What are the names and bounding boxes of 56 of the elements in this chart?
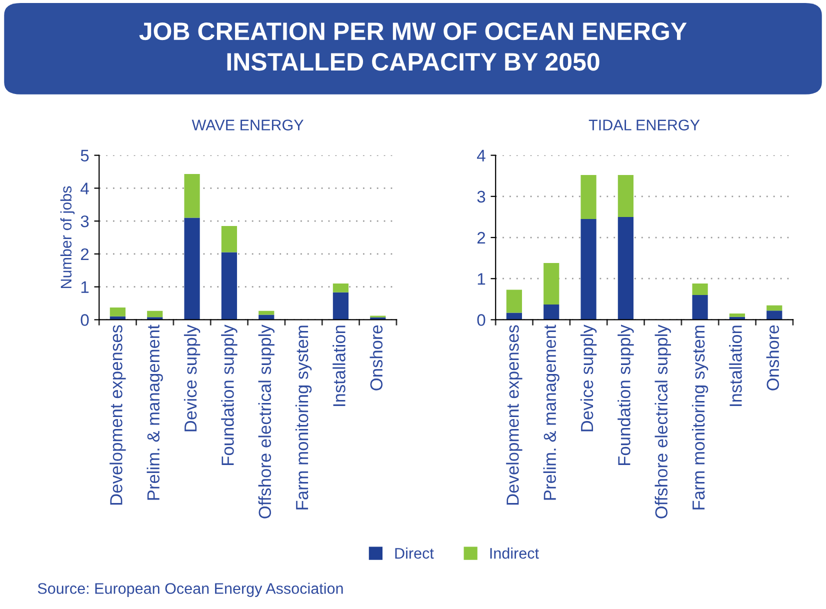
bar xyxy=(110,308,126,316)
y-tick-label: 2 xyxy=(80,248,89,260)
x-tick-label: Installation xyxy=(729,326,742,406)
bar xyxy=(184,174,200,218)
legend-label: Indirect xyxy=(490,548,539,559)
y-tick-label: 5 xyxy=(80,150,89,162)
bar xyxy=(332,284,349,292)
bar xyxy=(147,310,163,318)
bar xyxy=(221,252,238,320)
chart-title: JOB CREATION PER MW OF OCEAN ENERGY INSTALLED CAPACITY BY 2050 xyxy=(139,22,687,71)
y-tick-label: 4 xyxy=(80,182,89,194)
y-tick-label: 1 xyxy=(478,273,486,285)
bar xyxy=(692,284,708,296)
x-tick-label: Development expenses xyxy=(110,325,126,505)
bar xyxy=(766,305,782,311)
y-tick-label: 0 xyxy=(477,314,486,326)
chart-subtitle: TIDAL ENERGY xyxy=(588,120,700,130)
bar xyxy=(692,295,708,320)
x-tick-label: Offshore electrical supply xyxy=(654,324,671,518)
y-tick-label: 0 xyxy=(80,314,89,326)
y-tick-label: 3 xyxy=(80,215,89,228)
bar xyxy=(506,290,522,313)
x-tick-label: Onshore xyxy=(370,325,383,390)
bar xyxy=(618,175,634,217)
x-tick-label: Onshore xyxy=(766,325,780,390)
y-tick-label: 4 xyxy=(476,150,486,162)
x-tick-label: Device supply xyxy=(580,324,597,432)
chart-subtitle: WAVE ENERGY xyxy=(192,120,304,130)
x-tick-label: Foundation supply xyxy=(618,324,634,466)
legend-label: Direct xyxy=(395,548,434,559)
bar xyxy=(544,262,560,305)
x-tick-label: Prelim. & management xyxy=(146,324,163,500)
x-tick-label: Installation xyxy=(332,326,346,406)
x-tick-label: Offshore electrical supply xyxy=(258,324,274,518)
bar xyxy=(506,312,522,320)
bar xyxy=(729,314,746,317)
y-tick-label: 1 xyxy=(81,281,89,293)
bar xyxy=(332,292,349,320)
bar xyxy=(258,310,274,315)
bar xyxy=(766,310,782,320)
x-tick-label: Farm monitoring system xyxy=(692,326,708,510)
y-tick-label: 2 xyxy=(477,232,486,244)
x-tick-label: Foundation supply xyxy=(221,324,238,466)
bar xyxy=(184,218,200,320)
bar xyxy=(221,226,238,252)
x-tick-label: Farm monitoring system xyxy=(295,326,312,510)
x-tick-label: Device supply xyxy=(184,324,200,432)
bar xyxy=(544,304,560,320)
y-tick-label: 3 xyxy=(477,190,486,203)
bar xyxy=(580,219,596,320)
x-tick-label: Development expenses xyxy=(506,325,522,505)
source-note: Source: European Ocean Energy Association xyxy=(38,582,343,597)
y-axis-title: Number of jobs xyxy=(60,186,75,288)
bar xyxy=(580,175,596,220)
x-tick-label: Prelim. & management xyxy=(543,324,560,500)
bar xyxy=(618,216,634,320)
